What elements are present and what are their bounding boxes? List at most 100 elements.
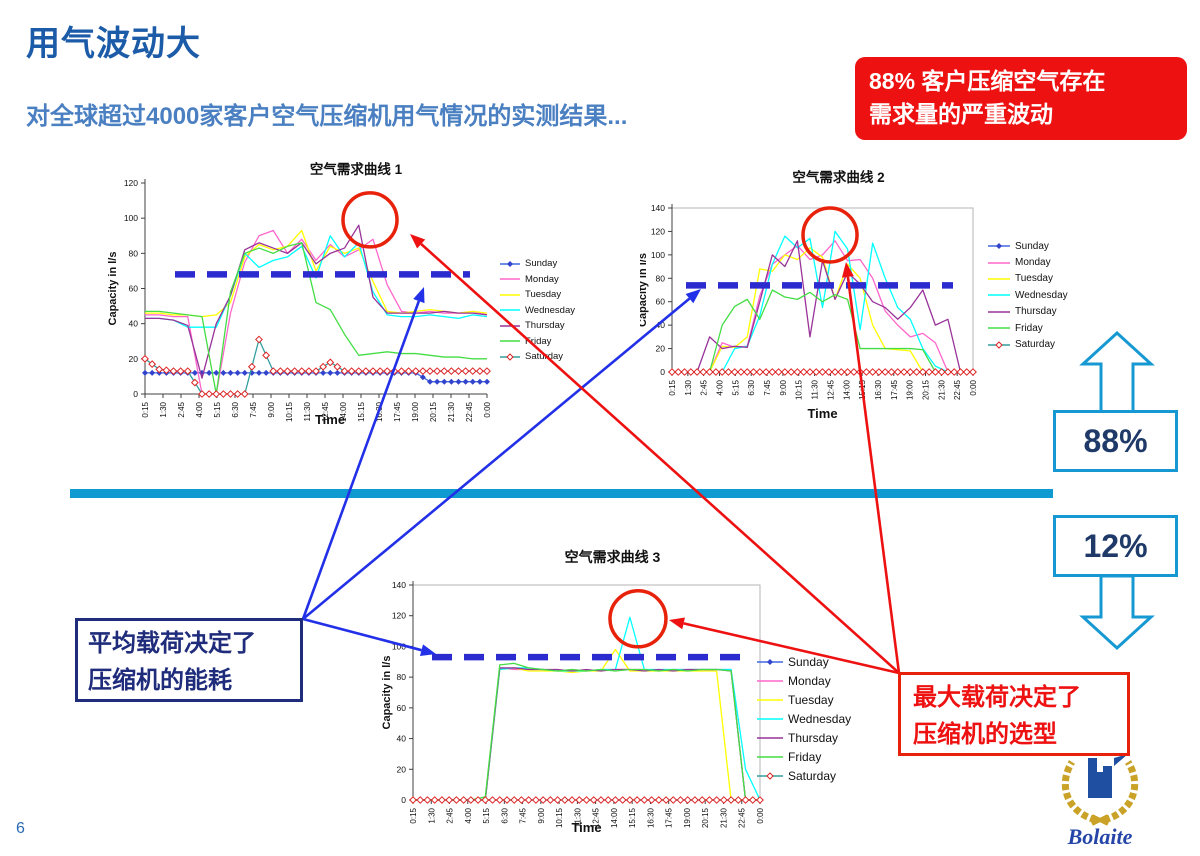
x-tick-label: 5:15 (482, 807, 491, 823)
y-tick-label: 140 (651, 203, 665, 213)
legend-label: Thursday (1015, 306, 1057, 318)
y-tick-label: 120 (392, 611, 406, 621)
legend-swatch-thursday (757, 736, 783, 739)
legend-swatch-wednesday (988, 294, 1010, 297)
legend-label: Wednesday (1015, 289, 1068, 301)
legend-label: Wednesday (525, 304, 575, 316)
legend-item-tuesday: Tuesday (500, 287, 575, 303)
legend-label: Saturday (525, 351, 564, 363)
legend-label: Thursday (788, 730, 839, 745)
y-tick-label: 0 (133, 389, 138, 399)
x-tick-label: 22:45 (465, 401, 474, 422)
x-tick-label: 15:15 (628, 807, 637, 828)
y-tick-label: 0 (660, 367, 665, 377)
x-tick-label: 5:15 (213, 401, 222, 417)
x-tick-label: 16:30 (375, 401, 384, 422)
callout-line: 最大载荷决定了 (913, 684, 1081, 711)
legend-item-tuesday: Tuesday (757, 690, 851, 709)
legend-item-monday: Monday (500, 272, 575, 288)
x-tick-label: 4:00 (195, 401, 204, 417)
legend-item-friday: Friday (757, 747, 851, 766)
x-tick-label: 0:00 (756, 807, 765, 823)
legend-item-sunday: Sunday (988, 238, 1068, 254)
legend-swatch-thursday (988, 310, 1010, 313)
legend-label: Friday (1015, 322, 1043, 334)
chart-title: 空气需求曲线 1 (310, 161, 403, 177)
legend-swatch-wednesday (757, 717, 783, 720)
legend-item-saturday: Saturday (500, 349, 575, 365)
x-tick-label: 7:45 (519, 807, 528, 823)
x-tick-label: 10:15 (555, 807, 564, 828)
callout-88-percent-fluctuation: 88% 客户压缩空气存在 需求量的严重波动 (855, 57, 1187, 140)
x-tick-label: 7:45 (763, 379, 772, 395)
y-tick-label: 100 (651, 250, 665, 260)
x-tick-label: 10:15 (795, 379, 804, 400)
x-tick-label: 20:15 (429, 401, 438, 422)
chart-air-demand-curve-2: 空气需求曲线 2 0 20 40 60 80 100 120 140 0:15 1:30 2:45 4:… (637, 168, 1120, 430)
y-tick-label: 60 (656, 297, 666, 307)
x-tick-label: 1:30 (427, 807, 436, 823)
page-title: 用气波动大 (26, 25, 201, 63)
series-line-friday (413, 662, 760, 801)
legend-swatch-tuesday (988, 278, 1010, 280)
y-tick-label: 20 (129, 354, 139, 364)
y-tick-label: 20 (397, 764, 407, 774)
chart-legend: Sunday Monday Tuesday Wednesday Thursday Frid… (988, 238, 1068, 353)
y-axis-label: Capacity in l/s (107, 252, 119, 326)
series-line-saturday (144, 338, 487, 395)
chart-title: 空气需求曲线 2 (792, 169, 884, 185)
legend-item-thursday: Thursday (500, 318, 575, 334)
callout-line: 压缩机的选型 (913, 721, 1057, 749)
legend-label: Sunday (525, 258, 558, 270)
x-tick-label: 19:00 (411, 401, 420, 422)
legend-item-thursday: Thursday (988, 304, 1068, 320)
x-tick-label: 11:30 (303, 401, 312, 421)
legend-item-friday: Friday (500, 334, 575, 350)
legend-label: Friday (525, 335, 552, 347)
legend-swatch-sunday (988, 243, 1010, 250)
legend-label: Saturday (788, 768, 837, 783)
y-tick-label: 80 (397, 672, 407, 682)
x-axis-label: Time (807, 406, 837, 421)
legend-label: Tuesday (1015, 273, 1053, 285)
y-tick-label: 0 (401, 795, 406, 805)
x-tick-label: 9:00 (779, 379, 788, 395)
horizontal-divider (70, 489, 1053, 498)
badge-88-label: 88% (1083, 422, 1148, 459)
x-tick-label: 0:15 (409, 807, 418, 823)
y-tick-label: 80 (656, 273, 666, 283)
y-tick-label: 120 (651, 226, 665, 236)
legend-item-friday: Friday (988, 320, 1068, 336)
callout-line: 需求量的严重波动 (869, 101, 1053, 128)
legend-swatch-friday (988, 327, 1010, 329)
legend-swatch-sunday (757, 658, 783, 665)
y-tick-label: 120 (124, 178, 138, 188)
legend-item-wednesday: Wednesday (988, 287, 1068, 303)
x-tick-label: 0:15 (141, 401, 150, 417)
x-tick-label: 10:15 (285, 401, 294, 422)
y-tick-label: 40 (129, 319, 139, 329)
y-axis-label: Capacity in l/s (381, 656, 393, 730)
y-tick-label: 60 (397, 703, 407, 713)
y-tick-label: 40 (656, 320, 666, 330)
legend-label: Tuesday (525, 289, 562, 301)
badge-12-label: 12% (1083, 527, 1148, 564)
callout-line: 压缩机的能耗 (88, 667, 232, 695)
x-tick-label: 16:30 (646, 807, 655, 828)
page-subtitle: 对全球超过4000家客户空气压缩机用气情况的实测结果... (26, 103, 628, 130)
x-tick-label: 1:30 (684, 379, 693, 395)
x-tick-label: 22:45 (738, 807, 747, 828)
x-tick-label: 21:30 (447, 401, 456, 422)
x-tick-label: 21:30 (937, 379, 946, 400)
legend-swatch-monday (988, 261, 1010, 264)
x-tick-label: 15:15 (357, 401, 366, 422)
x-tick-label: 22:45 (953, 379, 962, 400)
x-tick-label: 6:30 (500, 807, 509, 823)
x-tick-label: 12:45 (592, 807, 601, 828)
legend-label: Wednesday (788, 711, 852, 726)
x-tick-label: 14:00 (842, 379, 851, 400)
x-tick-label: 0:15 (668, 379, 677, 395)
series-line-wednesday (145, 235, 488, 328)
x-tick-label: 6:30 (231, 401, 240, 417)
x-tick-label: 16:30 (874, 379, 883, 400)
